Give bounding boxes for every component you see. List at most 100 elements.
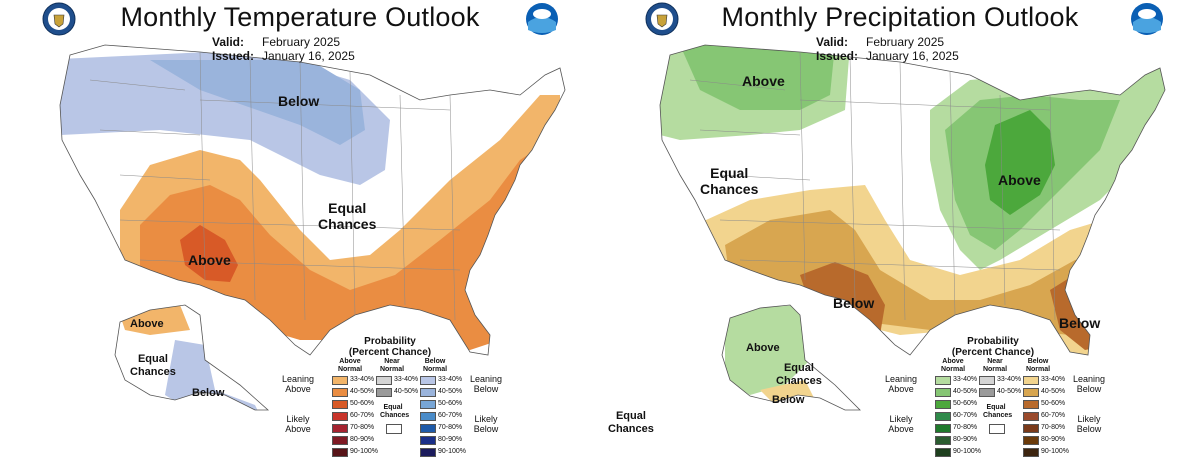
equal-line1: Equal (328, 200, 367, 216)
likely-below-label: Likely Below (473, 414, 499, 434)
below-swatch-label: 40-50% (1041, 388, 1066, 395)
below-swatch (1023, 376, 1039, 385)
near-swatch-label: 40-50% (394, 388, 419, 395)
issued-label: Issued: (212, 49, 255, 63)
legend-col-below: Below Normal (422, 358, 448, 373)
ak-equal-line2: Chances (130, 366, 176, 378)
below-swatch-label: 70-80% (1041, 424, 1066, 431)
below-swatch-label: 90-100% (1041, 448, 1070, 455)
below-swatch (420, 436, 436, 445)
probability-legend: Probability (Percent Chance) Above Norma… (883, 336, 1105, 460)
ak-equal-line1: Equal (137, 353, 168, 365)
ak-label-below: Below (772, 394, 805, 406)
above-swatch (332, 376, 348, 385)
probability-legend: Probability (Percent Chance) Above Norma… (280, 336, 502, 460)
region-label-below-se: Below (1059, 315, 1101, 331)
above-swatch-label: 70-80% (350, 424, 375, 431)
region-label-above-nw: Above (742, 73, 785, 89)
below-swatch (420, 424, 436, 433)
below-swatch (420, 412, 436, 421)
equal-chances-label: Equal Chances (983, 404, 1013, 419)
equal-line2: Chances (700, 181, 759, 197)
below-swatch-label: 90-100% (438, 448, 467, 455)
valid-label: Valid: (816, 35, 849, 49)
page-title: Monthly Precipitation Outlook (721, 2, 1079, 32)
below-swatch (420, 400, 436, 409)
likely-above-label: Likely Above (888, 414, 914, 434)
below-swatch-label: 50-60% (438, 400, 463, 407)
above-swatch-label: 80-90% (953, 436, 978, 443)
near-swatch (979, 376, 995, 385)
legend-col-near: Near Normal (982, 358, 1008, 373)
above-swatch (332, 400, 348, 409)
above-swatch-label: 40-50% (350, 388, 375, 395)
region-label-below-sw: Below (833, 295, 875, 311)
below-swatch (420, 388, 436, 397)
above-swatch (332, 436, 348, 445)
leaning-above-label: Leaning Above (884, 374, 918, 394)
near-swatch (376, 388, 392, 397)
legend-col-above: Above Normal (337, 358, 363, 373)
precipitation-outlook-panel: Monthly Precipitation Outlook Valid: Febr… (600, 0, 1200, 462)
near-swatch-label: 40-50% (997, 388, 1022, 395)
below-swatch (420, 448, 436, 457)
ak-label-above: Above (130, 318, 164, 330)
noaa-logo-icon (1131, 3, 1163, 35)
above-swatch-label: 60-70% (953, 412, 978, 419)
below-swatch-label: 50-60% (1041, 400, 1066, 407)
ak-equal-line2: Chances (776, 375, 822, 387)
region-label-below: Below (278, 93, 320, 109)
legend-title-line1: Probability (364, 336, 416, 347)
valid-value: February 2025 (866, 35, 945, 49)
equal-line1: Equal (710, 165, 749, 181)
above-swatch-label: 50-60% (953, 400, 978, 407)
legend-col-below: Below Normal (1025, 358, 1051, 373)
leaning-above-label: Leaning Above (281, 374, 315, 394)
below-swatch (1023, 448, 1039, 457)
legend-col-near: Near Normal (379, 358, 405, 373)
temperature-outlook-panel: Monthly Temperature Outlook Valid: Februa… (42, 2, 566, 460)
region-label-equal-chances: Equal Chances (318, 200, 376, 232)
below-swatch-label: 33-40% (438, 376, 463, 383)
equal-chances-label: Equal Chances (380, 404, 410, 419)
legend-title-line2: (Percent Chance) (951, 347, 1035, 358)
above-swatch (935, 376, 951, 385)
region-label-equal-chances: Equal Chances (700, 165, 758, 197)
doc-seal-icon (645, 2, 679, 36)
above-swatch-label: 33-40% (350, 376, 375, 383)
above-swatch-label: 40-50% (953, 388, 978, 395)
precipitation-outlook-map (659, 44, 1166, 411)
legend-col-above: Above Normal (940, 358, 966, 373)
ak-label-above: Above (746, 342, 780, 354)
above-swatch (332, 448, 348, 457)
legend-title-line1: Probability (967, 336, 1019, 347)
below-swatch (1023, 412, 1039, 421)
hi-equal-line1: Equal (615, 410, 646, 422)
below-swatch-label: 60-70% (438, 412, 463, 419)
leaning-below-label: Leaning Below (469, 374, 503, 394)
below-swatch (420, 376, 436, 385)
above-swatch (935, 388, 951, 397)
below-swatch-label: 80-90% (438, 436, 463, 443)
likely-above-label: Likely Above (285, 414, 311, 434)
hi-equal-line2: Chances (608, 423, 654, 435)
valid-issued-block: Valid: February 2025 Issued: January 16, 2… (816, 35, 959, 63)
legend-title: Probability (Percent Chance) (340, 336, 440, 358)
likely-below-label: Likely Below (1076, 414, 1102, 434)
ak-label-equal-chances: Equal Chances (130, 353, 176, 379)
doc-seal-icon (42, 2, 76, 36)
above-swatch (935, 424, 951, 433)
valid-issued-block: Valid: February 2025 Issued: January 16, 2… (212, 35, 355, 63)
equal-chances-swatch (386, 424, 402, 434)
leaning-below-label: Leaning Below (1072, 374, 1106, 394)
above-swatch (332, 424, 348, 433)
above-swatch (935, 400, 951, 409)
near-swatch (979, 388, 995, 397)
above-swatch (332, 388, 348, 397)
above-swatch (935, 412, 951, 421)
near-swatch-label: 33-40% (394, 376, 419, 383)
temperature-outlook-map (59, 44, 566, 411)
above-swatch-label: 90-100% (350, 448, 379, 455)
region-label-above-ne: Above (998, 172, 1041, 188)
equal-line2: Chances (318, 216, 377, 232)
